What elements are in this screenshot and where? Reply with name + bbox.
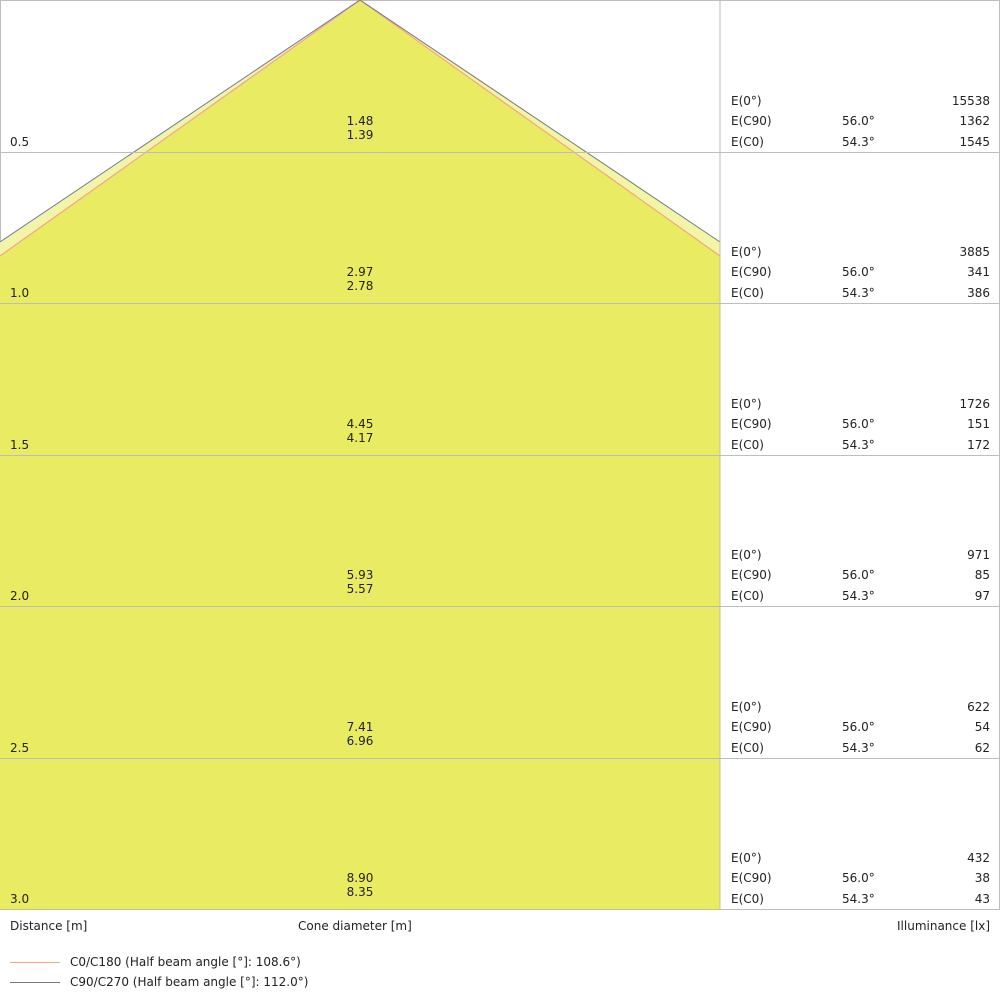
distance-label: 2.5 bbox=[10, 741, 30, 755]
e0-value: 15538 bbox=[951, 94, 990, 108]
ec0-angle: 54.3° bbox=[842, 589, 875, 603]
distance-label: 2.0 bbox=[10, 589, 30, 603]
ec0-angle: 54.3° bbox=[842, 741, 875, 755]
e0-value: 3885 bbox=[959, 245, 990, 259]
c0-legend-swatch bbox=[10, 961, 60, 963]
ec0-label: E(C0) bbox=[731, 589, 764, 603]
ec90-angle: 56.0° bbox=[842, 568, 875, 582]
ec90-angle: 56.0° bbox=[842, 114, 875, 128]
ec90-label: E(C90) bbox=[731, 265, 772, 279]
cone-diameter-c90: 8.90 bbox=[346, 871, 374, 885]
c0-cone-area bbox=[0, 0, 720, 909]
ec0-value: 1545 bbox=[959, 135, 990, 149]
ec0-angle: 54.3° bbox=[842, 892, 875, 906]
ec90-value: 341 bbox=[967, 265, 990, 279]
ec90-label: E(C90) bbox=[731, 417, 772, 431]
e0-label: E(0°) bbox=[731, 397, 762, 411]
ec0-label: E(C0) bbox=[731, 286, 764, 300]
ec90-angle: 56.0° bbox=[842, 720, 875, 734]
ec90-value: 54 bbox=[974, 720, 990, 734]
c90-legend-label: C90/C270 (Half beam angle [°]: 112.0°) bbox=[70, 975, 309, 989]
ec0-value: 386 bbox=[967, 286, 990, 300]
c90-beam-line bbox=[0, 0, 721, 243]
cone-diameter-c90: 4.45 bbox=[346, 417, 374, 431]
ec90-value: 38 bbox=[974, 871, 990, 885]
ec0-label: E(C0) bbox=[731, 135, 764, 149]
ec0-value: 43 bbox=[974, 892, 990, 906]
distance-label: 3.0 bbox=[10, 892, 30, 906]
cone-diameter-c90: 5.93 bbox=[346, 568, 374, 582]
e0-label: E(0°) bbox=[731, 548, 762, 562]
ec90-label: E(C90) bbox=[731, 720, 772, 734]
illuminance-axis-label: Illuminance [lx] bbox=[897, 919, 990, 933]
cone-diameter-c0: 1.39 bbox=[346, 128, 374, 142]
ec0-label: E(C0) bbox=[731, 892, 764, 906]
e0-label: E(0°) bbox=[731, 851, 762, 865]
cone-diameter-c90: 2.97 bbox=[346, 265, 374, 279]
ec90-angle: 56.0° bbox=[842, 417, 875, 431]
cone-diameter-c0: 4.17 bbox=[346, 431, 374, 445]
ec0-value: 62 bbox=[974, 741, 990, 755]
ec0-value: 172 bbox=[967, 438, 990, 452]
e0-label: E(0°) bbox=[731, 700, 762, 714]
distance-label: 0.5 bbox=[10, 135, 30, 149]
ec0-angle: 54.3° bbox=[842, 135, 875, 149]
ec90-angle: 56.0° bbox=[842, 871, 875, 885]
c90-legend-swatch bbox=[10, 981, 60, 983]
ec90-value: 1362 bbox=[959, 114, 990, 128]
ec90-label: E(C90) bbox=[731, 871, 772, 885]
e0-value: 432 bbox=[967, 851, 990, 865]
cone-diameter-c0: 5.57 bbox=[346, 582, 374, 596]
cone-diameter-c0: 8.35 bbox=[346, 885, 374, 899]
e0-value: 971 bbox=[967, 548, 990, 562]
e0-label: E(0°) bbox=[731, 94, 762, 108]
distance-axis-label: Distance [m] bbox=[10, 919, 88, 933]
e0-value: 1726 bbox=[959, 397, 990, 411]
ec0-value: 97 bbox=[974, 589, 990, 603]
distance-label: 1.5 bbox=[10, 438, 30, 452]
ec90-value: 85 bbox=[974, 568, 990, 582]
cone-diameter-c0: 6.96 bbox=[346, 734, 374, 748]
ec90-angle: 56.0° bbox=[842, 265, 875, 279]
ec90-value: 151 bbox=[967, 417, 990, 431]
ec0-angle: 54.3° bbox=[842, 286, 875, 300]
c0-beam-line bbox=[0, 0, 721, 257]
distance-label: 1.0 bbox=[10, 286, 30, 300]
e0-value: 622 bbox=[967, 700, 990, 714]
ec90-label: E(C90) bbox=[731, 114, 772, 128]
ec0-label: E(C0) bbox=[731, 741, 764, 755]
ec0-label: E(C0) bbox=[731, 438, 764, 452]
ec0-angle: 54.3° bbox=[842, 438, 875, 452]
legend-c0: C0/C180 (Half beam angle [°]: 108.6°) bbox=[10, 954, 301, 970]
cone-axis-label: Cone diameter [m] bbox=[298, 919, 412, 933]
cone-diameter-c90: 1.48 bbox=[346, 114, 374, 128]
e0-label: E(0°) bbox=[731, 245, 762, 259]
cone-diameter-c0: 2.78 bbox=[346, 279, 374, 293]
ec90-label: E(C90) bbox=[731, 568, 772, 582]
c0-legend-label: C0/C180 (Half beam angle [°]: 108.6°) bbox=[70, 955, 301, 969]
legend-c90: C90/C270 (Half beam angle [°]: 112.0°) bbox=[10, 974, 308, 990]
cone-diameter-c90: 7.41 bbox=[346, 720, 374, 734]
